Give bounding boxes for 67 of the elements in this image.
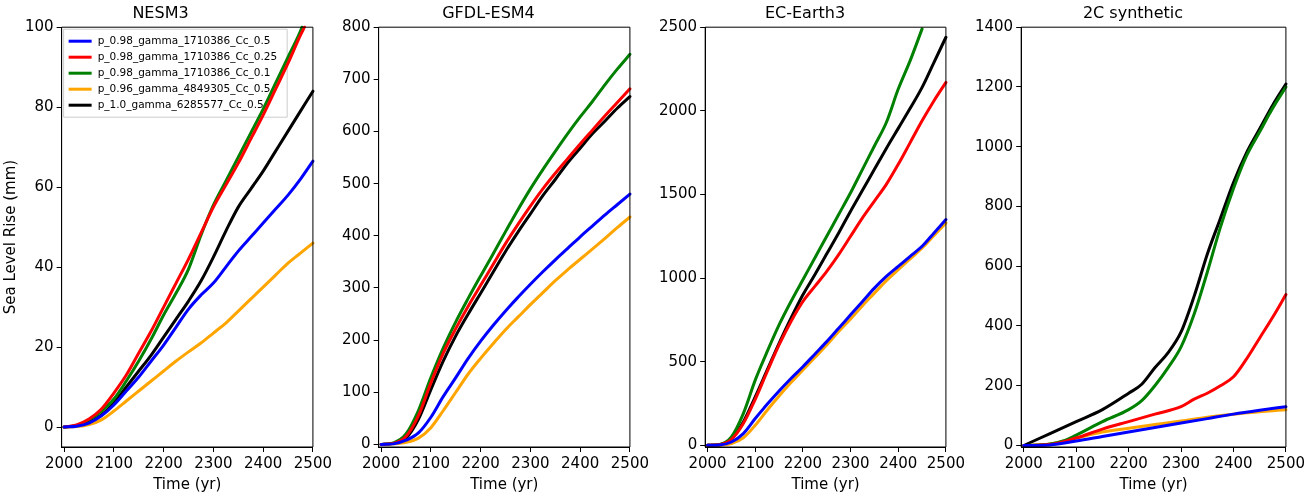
x-tick-label: 2000	[1004, 453, 1043, 472]
x-axis-title: Time (yr)	[1118, 474, 1188, 493]
y-tick-label: 1200	[974, 76, 1014, 95]
x-tick-label: 2300	[511, 453, 550, 472]
y-tick-label: 1500	[658, 184, 698, 203]
x-axis-title: Time (yr)	[790, 474, 860, 493]
y-tick-label: 80	[34, 97, 54, 116]
y-tick-label: 2500	[658, 17, 698, 36]
x-tick-label: 2500	[610, 453, 650, 472]
x-tick-label: 2400	[879, 453, 918, 472]
legend-label: p_0.96_gamma_4849305_Cc_0.5	[97, 81, 271, 95]
x-tick-label: 2200	[1109, 453, 1148, 472]
x-tick-label: 2500	[926, 453, 966, 472]
y-tick-label: 20	[34, 336, 54, 355]
y-tick-label: 500	[341, 173, 371, 192]
y-axis-title: Sea Level Rise (mm)	[0, 159, 19, 315]
y-tick-label: 100	[341, 382, 371, 401]
y-tick-label: 0	[44, 416, 54, 435]
x-tick-label: 2100	[411, 453, 450, 472]
y-tick-label: 0	[687, 435, 698, 454]
x-tick-label: 2100	[736, 453, 775, 472]
legend-label: p_0.98_gamma_1710386_Cc_0.25	[97, 49, 278, 63]
chart-title: GFDL-ESM4	[442, 2, 535, 22]
x-tick-label: 2300	[194, 453, 233, 472]
y-tick-label: 400	[341, 225, 371, 244]
x-axis-title: Time (yr)	[469, 474, 539, 493]
x-tick-label: 2000	[688, 453, 727, 472]
y-tick-label: 1400	[974, 17, 1014, 36]
x-tick-label: 2100	[94, 453, 133, 472]
x-tick-label: 2400	[561, 453, 600, 472]
y-tick-label: 600	[984, 256, 1014, 275]
y-tick-label: 600	[341, 121, 371, 140]
y-tick-label: 40	[34, 256, 54, 275]
y-tick-label: 800	[341, 17, 371, 36]
line-series	[62, 159, 315, 429]
y-tick-label: 1000	[658, 267, 698, 286]
chart-title: NESM3	[132, 2, 189, 22]
x-tick-label: 2500	[1266, 453, 1306, 472]
chart-title: EC-Earth3	[764, 2, 846, 22]
chart-title: 2C synthetic	[1082, 2, 1184, 22]
legend-label: p_0.98_gamma_1710386_Cc_0.1	[97, 65, 271, 79]
y-tick-label: 100	[24, 17, 54, 36]
x-tick-label: 2200	[783, 453, 822, 472]
y-tick-label: 700	[341, 69, 371, 88]
y-tick-label: 2000	[658, 100, 698, 119]
x-tick-label: 2200	[461, 453, 500, 472]
y-tick-label: 0	[1003, 435, 1014, 454]
x-tick-label: 2000	[362, 453, 401, 472]
y-tick-label: 200	[984, 375, 1014, 394]
x-tick-label: 2100	[1057, 453, 1096, 472]
y-tick-label: 500	[668, 351, 698, 370]
x-tick-label: 2300	[831, 453, 870, 472]
y-tick-label: 400	[984, 315, 1014, 334]
y-tick-label: 60	[34, 177, 54, 196]
y-tick-label: 300	[341, 277, 371, 296]
y-tick-label: 800	[984, 196, 1014, 215]
y-tick-label: 0	[361, 434, 371, 453]
x-tick-label: 2500	[293, 453, 333, 472]
y-tick-label: 1000	[974, 136, 1014, 155]
x-tick-label: 2400	[244, 453, 283, 472]
x-tick-label: 2200	[144, 453, 183, 472]
legend-label: p_1.0_gamma_6285577_Cc_0.5	[97, 97, 264, 111]
x-tick-label: 2300	[1161, 453, 1201, 472]
y-tick-label: 200	[341, 329, 371, 348]
x-tick-label: 2400	[1214, 453, 1253, 472]
x-axis-title: Time (yr)	[152, 474, 222, 493]
legend-label: p_0.98_gamma_1710386_Cc_0.5	[97, 33, 271, 47]
